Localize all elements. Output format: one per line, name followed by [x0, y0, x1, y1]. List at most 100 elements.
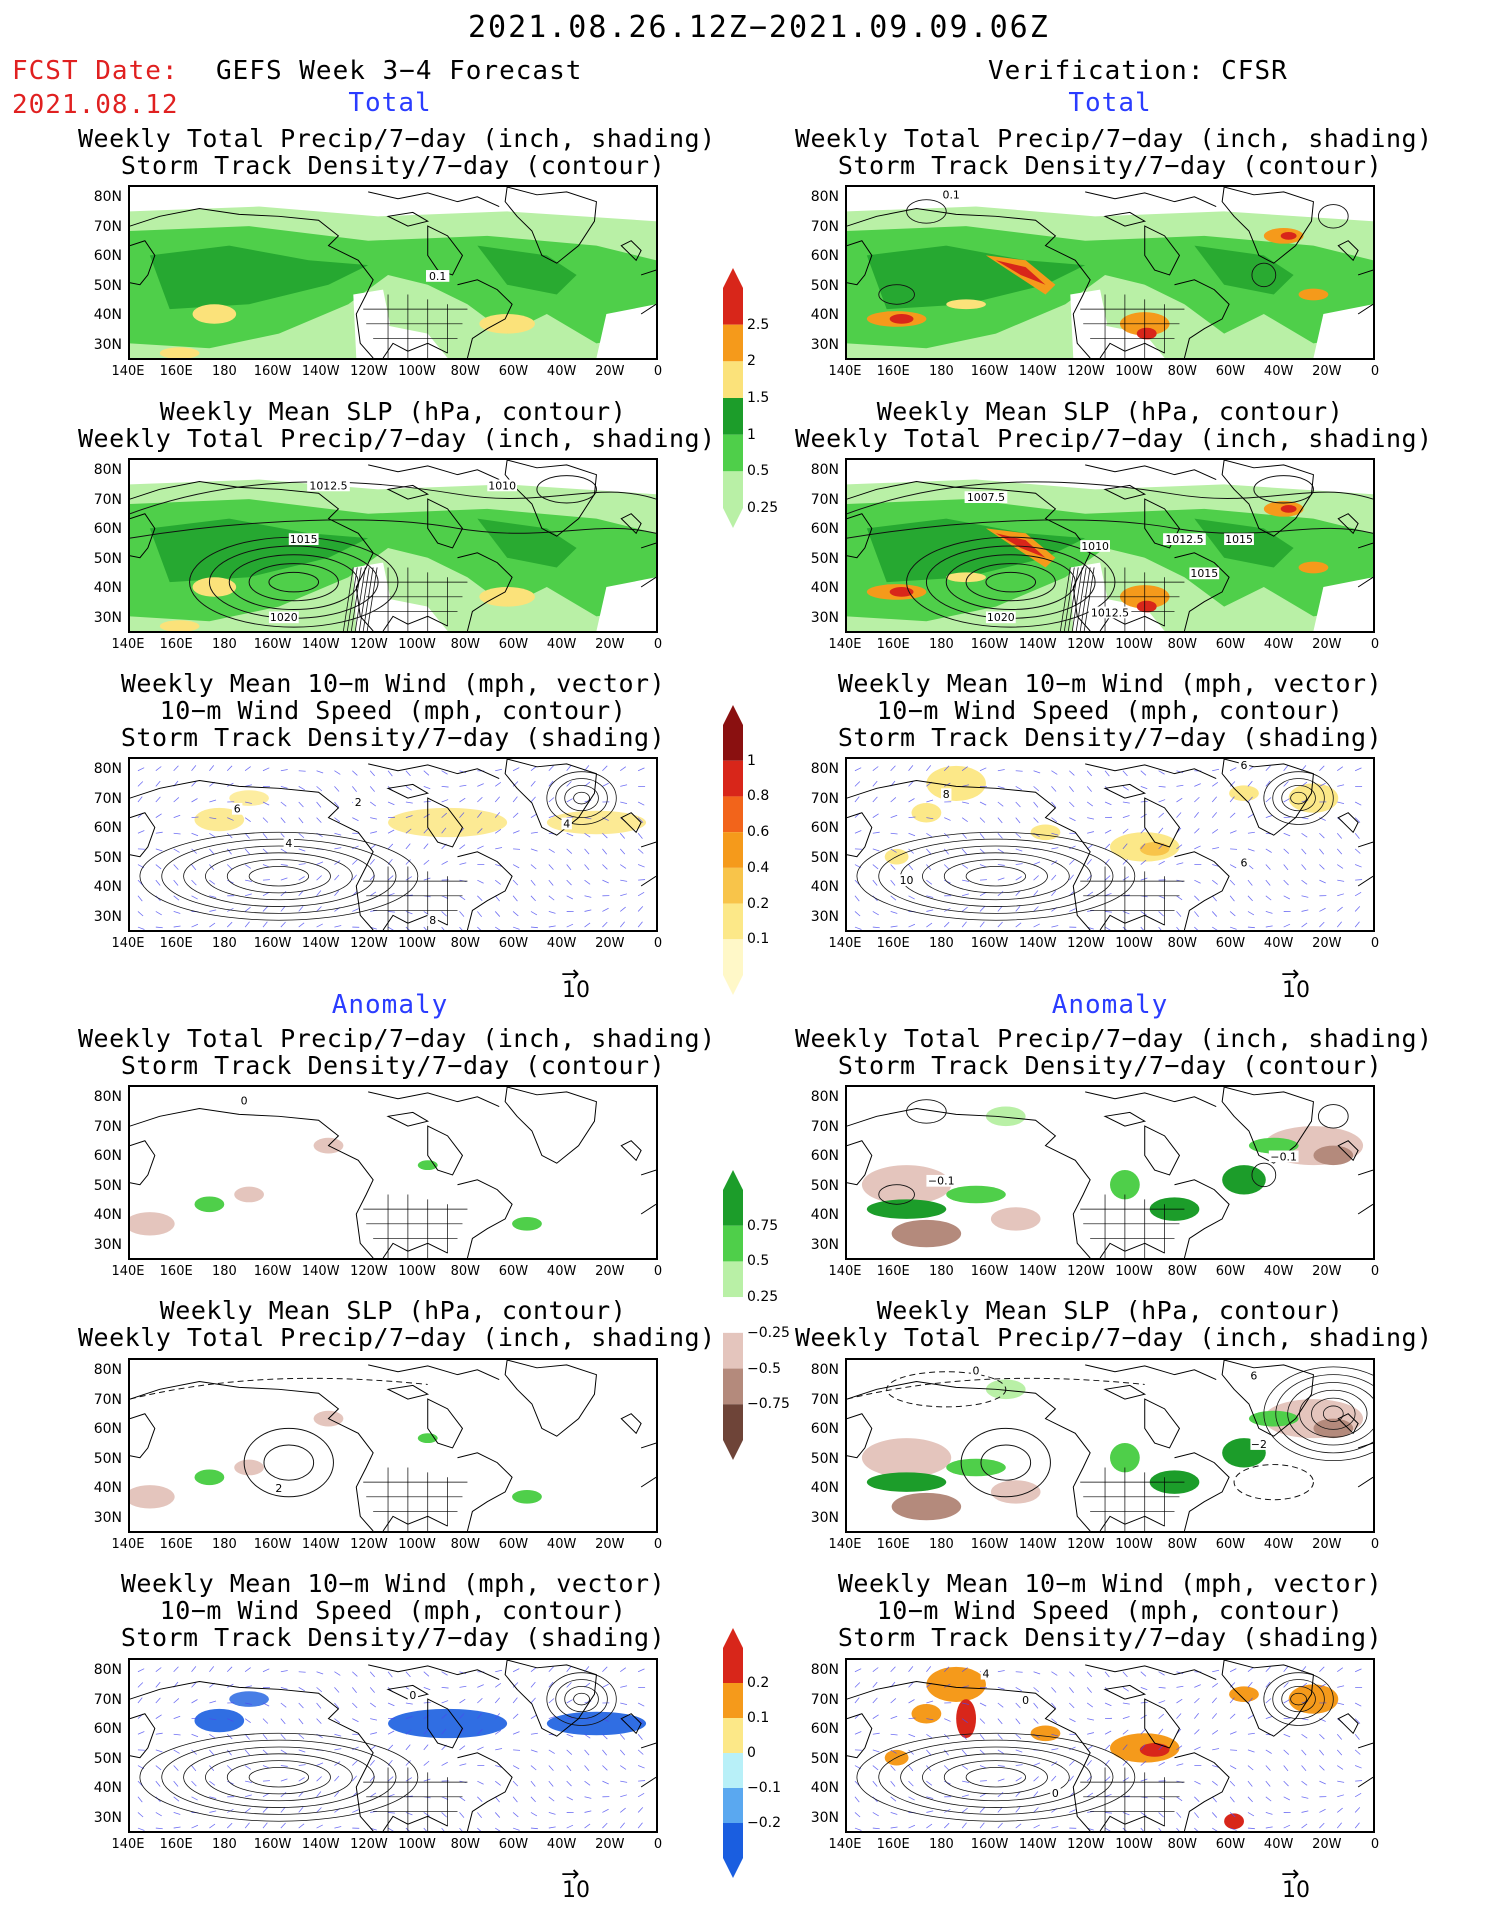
section-total-right: Total [1068, 88, 1152, 118]
longitude-label: 160W [253, 936, 292, 951]
longitude-label: 120W [350, 936, 388, 951]
panel-title-line: Weekly Mean SLP (hPa, contour) [876, 397, 1344, 426]
longitude-label: 60W [1215, 1837, 1246, 1852]
map-wind-forecast: 2 6 4 8 4 [128, 757, 658, 932]
panel-title-aslp-forecast: Weekly Mean SLP (hPa, contour) Weekly Tot… [78, 1297, 715, 1351]
contour-label: 6 [1241, 759, 1248, 772]
latitude-label: 30N [810, 1509, 839, 1526]
panel-title-line: Storm Track Density/7−day (contour) [120, 1051, 666, 1080]
longitude-label: 140E [111, 936, 145, 951]
latitude-label: 70N [810, 1391, 839, 1408]
contour-label: 1010 [1081, 540, 1109, 553]
longitude-label: 0 [1370, 1837, 1380, 1852]
longitude-label: 60W [498, 637, 529, 652]
colorbar-segment [723, 268, 743, 288]
longitude-label: 40W [546, 1264, 577, 1279]
longitude-label: 60W [1215, 936, 1246, 951]
contour-label: −2 [1251, 1438, 1267, 1451]
longitude-label: 140W [301, 936, 340, 951]
longitude-label: 120W [350, 1537, 388, 1552]
latitude-label: 30N [810, 336, 839, 353]
vector-scale-value-right-top: 10 [1282, 978, 1310, 1003]
contour-label: −0.1 [1270, 1150, 1297, 1163]
latitude-label: 70N [93, 491, 122, 508]
longitude-label: 180 [211, 936, 237, 951]
longitude-label: 140W [1018, 637, 1057, 652]
colorbar-segment [723, 1225, 743, 1262]
latitude-label: 50N [93, 550, 122, 567]
longitude-label: 120W [1067, 364, 1105, 379]
latitude-label: 50N [810, 849, 839, 866]
latitude-label: 50N [93, 849, 122, 866]
latitude-label: 80N [810, 1662, 839, 1678]
longitude-label: 60W [498, 1837, 529, 1852]
longitude-label: 160E [876, 936, 910, 951]
longitude-label: 40W [1263, 1837, 1294, 1852]
longitude-label: 60W [1215, 364, 1246, 379]
panel-title-line: Weekly Total Precip/7−day (inch, shading… [78, 124, 716, 153]
longitude-label: 140W [1018, 364, 1057, 379]
colorbar-label: 0.25 [747, 1289, 779, 1306]
longitude-label: 120W [1067, 637, 1105, 652]
panel-title-line: 10−m Wind Speed (mph, contour) [159, 1596, 627, 1625]
longitude-label: 20W [1312, 1537, 1342, 1552]
longitude-label: 140E [828, 364, 862, 379]
colorbar-segment [723, 760, 743, 797]
latitude-label: 60N [93, 1148, 122, 1164]
colorbar-segment [723, 434, 743, 472]
latitude-label: 30N [93, 1809, 122, 1826]
colorbar-segment [723, 903, 743, 940]
longitude-label: 0 [653, 637, 663, 652]
colorbar-segment [723, 1648, 743, 1683]
latitude-label: 70N [93, 218, 122, 235]
longitude-label: 140E [111, 1264, 145, 1279]
longitude-label: 140E [111, 1537, 145, 1552]
longitude-label: 0 [653, 364, 663, 379]
latitude-label: 40N [810, 1480, 839, 1496]
longitude-label: 140E [828, 936, 862, 951]
longitude-label: 20W [1312, 364, 1342, 379]
latitude-label: 40N [93, 307, 122, 323]
colorbar-segment [723, 1753, 743, 1788]
longitude-label: 120W [1067, 1537, 1105, 1552]
longitude-label: 140W [1018, 936, 1057, 951]
panel-title-line: Weekly Mean SLP (hPa, contour) [159, 397, 627, 426]
vector-scale-value-left-top: 10 [562, 978, 590, 1003]
longitude-label: 80W [1167, 637, 1197, 652]
colorbar-label: 0.5 [747, 1253, 770, 1270]
longitude-label: 100W [398, 936, 436, 951]
contour-label: 1010 [488, 479, 516, 492]
panel-title-wind-forecast: Weekly Mean 10−m Wind (mph, vector) 10−m … [78, 670, 708, 751]
longitude-label: 40W [546, 1537, 577, 1552]
latitude-label: 80N [810, 1089, 839, 1105]
colorbar-label: 0.25 [747, 500, 779, 516]
section-anomaly-left: Anomaly [331, 990, 449, 1020]
latitude-label: 60N [810, 1421, 839, 1437]
latitude-label: 40N [93, 1207, 122, 1223]
contour-label: 1015 [1190, 567, 1218, 580]
panel-title-line: 10−m Wind Speed (mph, contour) [159, 696, 627, 725]
latitude-label: 40N [93, 1480, 122, 1496]
longitude-label: 80W [1167, 1264, 1197, 1279]
longitude-label: 0 [1370, 936, 1380, 951]
longitude-label: 100W [1115, 637, 1153, 652]
longitude-label: 100W [1115, 1837, 1153, 1852]
map-aslp-verification: 0 6 −2 [845, 1358, 1375, 1533]
contour-label: 4 [563, 817, 570, 830]
map-aprecip-verification: −0.1 −0.1 [845, 1085, 1375, 1260]
latitude-label: 80N [93, 1089, 122, 1105]
latitude-label: 30N [810, 1236, 839, 1253]
longitude-label: 100W [1115, 1264, 1153, 1279]
longitude-label: 80W [450, 364, 480, 379]
colorbar-segment [723, 1628, 743, 1648]
longitude-label: 160W [970, 364, 1009, 379]
colorbar-segment [723, 832, 743, 868]
longitude-label: 60W [498, 364, 529, 379]
colorbar-segment [723, 361, 743, 398]
latitude-label: 30N [93, 609, 122, 626]
vector-scale-value-right-bottom: 10 [1282, 1878, 1310, 1903]
latitude-label: 80N [93, 1362, 122, 1378]
longitude-label: 0 [653, 936, 663, 951]
longitude-label: 100W [398, 637, 436, 652]
contour-label: 4 [982, 1668, 989, 1681]
